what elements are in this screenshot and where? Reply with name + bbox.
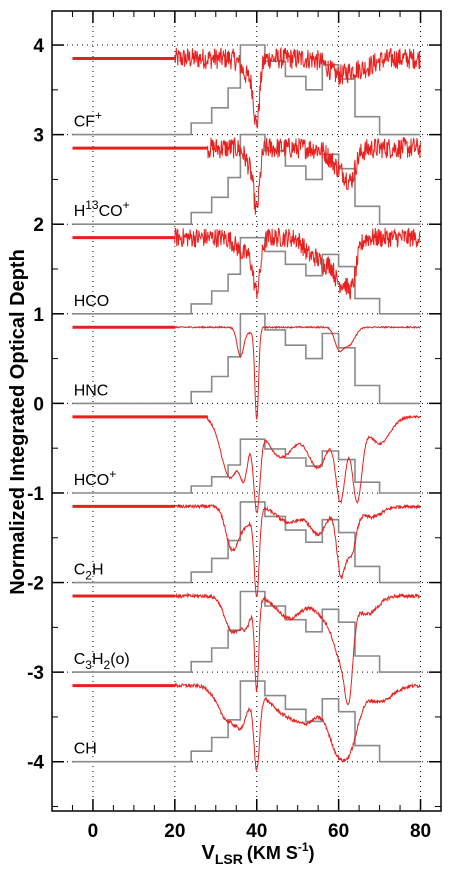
spectrum-HNC [72,325,421,421]
species-label-part: (o) [110,651,130,668]
species-label-C3H2(o): C3H2(o) [74,651,130,672]
species-label-part: + [123,198,130,212]
species-label-HCO: HCO [74,293,110,310]
x-tick-label: 20 [164,821,185,842]
species-label-part: H [74,203,86,220]
x-axis-label: VLSR (KM S-1) [201,840,314,867]
y-tick-label: 0 [33,394,44,415]
x-tick-label: 0 [88,821,99,842]
x-axis-label-unit: (KM S [247,843,298,863]
species-label-part: H [92,651,104,668]
spectra [72,46,421,771]
spectrum-H13CO+ [72,137,421,215]
spectrum-HCO [72,227,421,300]
species-label-CF+: CF+ [74,109,102,131]
x-tick-label: 80 [410,821,431,842]
y-tick-label: -2 [27,574,44,595]
step-profile-C2H [72,501,421,584]
species-label-part: HCO [74,293,110,310]
species-label-CH: CH [74,741,97,758]
step-profile-C3H2(o) [72,590,421,673]
y-axis-label: Normalized Integrated Optical Depth [7,249,29,595]
species-label-part: HCO [74,472,110,489]
step-profile-HCO [72,236,421,315]
species-label-part: + [109,467,116,481]
spectrum-CF+ [72,46,421,130]
step-profile-HNC [72,313,421,405]
step-profile-CH [72,680,421,763]
spectrum-C2H [72,503,421,598]
species-label-HNC: HNC [74,382,109,399]
x-axis-label-unit-exp: -1 [298,840,309,854]
species-label-part: 13 [85,198,99,212]
step-profile-CF+ [72,44,421,136]
grid-lines [52,11,441,811]
species-label-part: 3 [85,658,92,672]
species-label-part: H [92,562,104,579]
species-label-part: 2 [104,658,111,672]
plot-frame [51,10,442,812]
x-tick-label: 40 [246,821,267,842]
species-label-part: HNC [74,382,109,399]
step-profile-H13CO+ [72,133,421,225]
y-tick-label: 1 [33,305,44,326]
species-label-part: CF [74,114,96,131]
y-tick-label: -3 [27,663,44,684]
x-tick-label: 60 [328,821,349,842]
species-label-part: + [95,109,102,123]
species-label-C2H: C2H [74,562,104,583]
species-label-part: CH [74,741,97,758]
x-axis-label-v: V [201,842,215,864]
species-label-H13CO+: H13CO+ [74,198,130,220]
y-tick-label: -1 [27,484,44,505]
y-tick-label: 3 [33,126,44,147]
x-axis-label-sub: LSR [215,851,243,867]
species-label-HCO+: HCO+ [74,467,117,489]
y-tick-label: 2 [33,215,44,236]
y-tick-label: 4 [33,36,44,57]
spectrum-HCO+ [72,415,421,514]
species-label-part: 2 [85,569,92,583]
step-profile-HCO+ [72,438,421,494]
species-label-part: C [74,651,86,668]
species-label-part: CO [99,203,123,220]
spectrum-C3H2(o) [72,592,420,706]
y-tick-label: -4 [27,753,44,774]
species-label-part: C [74,562,86,579]
spectrum-CH [72,682,421,771]
x-axis-label-unit-close: ) [309,843,315,863]
